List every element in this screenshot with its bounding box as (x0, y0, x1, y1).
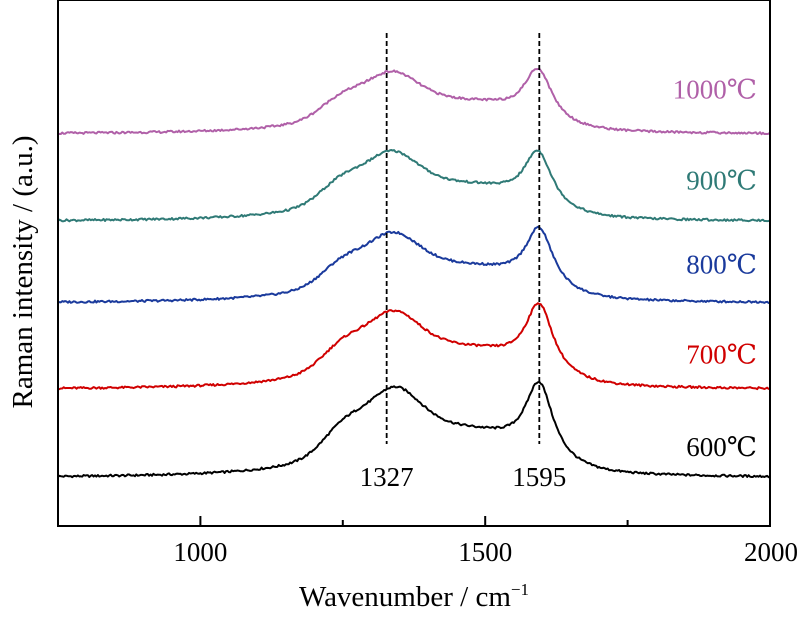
x-tick-label: 1500 (458, 537, 512, 567)
x-axis-ticks: 1000 1500 2000 (57, 516, 798, 567)
series-line-800℃ (57, 225, 771, 304)
x-axis-label-superscript: −1 (511, 580, 529, 599)
series-line-700℃ (57, 302, 771, 391)
plot-frame (57, 0, 771, 527)
series-label: 700℃ (686, 340, 757, 370)
x-axis-label-text: Wavenumber / cm (299, 581, 511, 613)
peak-marker-layer: 1327 1595 (360, 33, 566, 492)
peak-marker-label: 1327 (360, 462, 414, 492)
series-line-1000℃ (57, 67, 771, 136)
series-label: 800℃ (686, 249, 757, 279)
x-tick-label: 2000 (744, 537, 798, 567)
y-axis-label: Raman intensity / (a.u.) (7, 135, 39, 408)
series-line-900℃ (57, 149, 771, 223)
series-label: 600℃ (686, 432, 757, 462)
x-axis-label: Wavenumber / cm−1 (299, 580, 529, 613)
series-layer: 600℃ 700℃ 800℃ 900℃ 1000℃ (57, 67, 771, 479)
series-label: 1000℃ (673, 74, 757, 104)
x-tick-label: 1000 (173, 537, 227, 567)
series-line-600℃ (57, 380, 771, 479)
series-label: 900℃ (686, 166, 757, 196)
peak-marker-label: 1595 (512, 462, 566, 492)
